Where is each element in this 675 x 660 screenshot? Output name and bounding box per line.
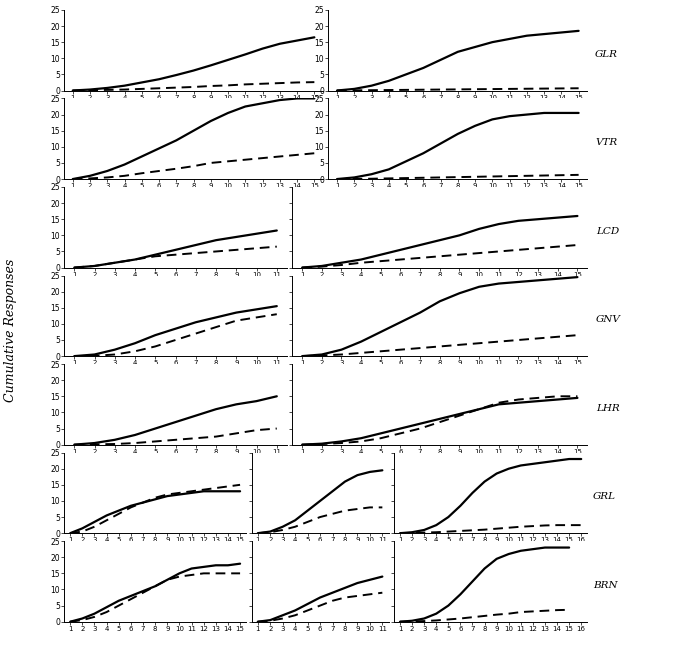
Text: GNV: GNV <box>596 315 621 324</box>
Text: Cumulative Responses: Cumulative Responses <box>3 258 17 402</box>
Text: VTR: VTR <box>595 139 617 147</box>
Text: LHR: LHR <box>596 404 620 413</box>
Text: GRL: GRL <box>593 492 616 502</box>
Text: RYL: RYL <box>331 50 352 59</box>
Text: RDG: RDG <box>331 139 355 147</box>
Text: GLR: GLR <box>595 50 618 59</box>
Text: BRN: BRN <box>593 581 618 590</box>
Text: LCD: LCD <box>596 227 620 236</box>
